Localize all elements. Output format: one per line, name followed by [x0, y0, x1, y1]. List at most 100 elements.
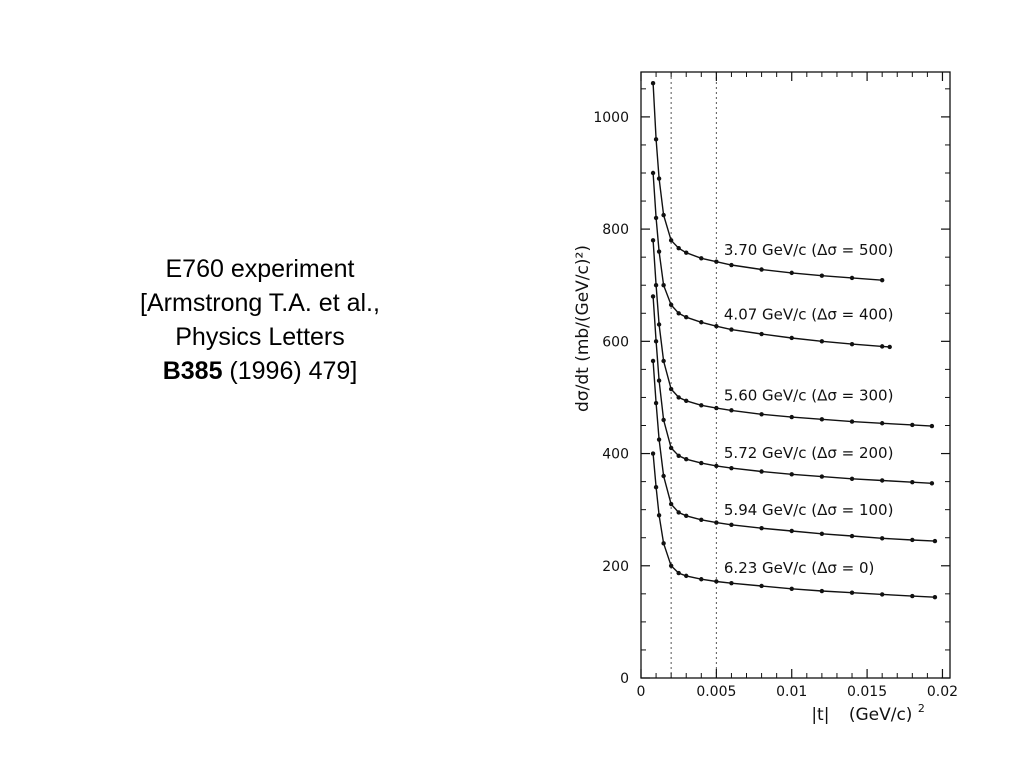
y-axis-label: dσ/dt (mb/(GeV/c)²) [573, 245, 593, 412]
data-point [653, 215, 659, 221]
data-point [759, 583, 764, 589]
data-point [714, 323, 719, 329]
x-tick-label: 0.015 [847, 684, 887, 700]
caption-journal: Physics Letters [175, 323, 345, 351]
data-point [819, 273, 825, 278]
data-point [879, 592, 885, 597]
data-point [759, 331, 764, 337]
series-label-3: 5.72 GeV/c (Δσ = 200) [724, 444, 894, 462]
data-point [656, 378, 662, 383]
data-point [729, 327, 734, 332]
data-point [676, 245, 681, 251]
data-point [714, 259, 719, 264]
data-point [656, 176, 662, 181]
data-point [661, 541, 666, 546]
data-point [789, 528, 794, 534]
data-point [699, 517, 704, 522]
x-tick-label: 0 [637, 684, 646, 700]
data-point [879, 536, 885, 541]
data-point [714, 463, 719, 469]
data-point [684, 456, 689, 462]
x-axis-label-main: |t| [811, 705, 829, 725]
data-point [789, 586, 794, 591]
data-point [668, 386, 674, 392]
data-point [668, 501, 674, 507]
data-point [932, 595, 938, 600]
data-point [879, 421, 885, 426]
data-point [910, 479, 915, 485]
data-point [668, 445, 674, 451]
series-labels: 3.70 GeV/c (Δσ = 500) 4.07 GeV/c (Δσ = 40… [724, 241, 894, 577]
data-point [819, 417, 825, 422]
data-point [849, 533, 855, 539]
data-point [684, 250, 689, 255]
data-point [650, 238, 656, 243]
data-point [849, 590, 855, 595]
y-tick-label: 400 [602, 447, 629, 463]
data-point [676, 311, 681, 316]
data-point [661, 358, 666, 364]
data-point [819, 339, 825, 344]
data-point [932, 538, 938, 544]
data-point [661, 283, 666, 288]
data-point [910, 593, 915, 599]
caption-volume: B385 [162, 357, 223, 385]
data-point [819, 588, 825, 594]
x-axis-label-unit: (GeV/c) [849, 705, 913, 725]
series-label-1: 4.07 GeV/c (Δσ = 400) [724, 306, 894, 324]
data-point [650, 81, 656, 86]
data-point [849, 341, 855, 347]
data-point [653, 400, 659, 406]
data-point [849, 419, 855, 424]
data-point [789, 414, 794, 420]
data-point [676, 510, 681, 515]
data-point [789, 270, 794, 276]
data-point [759, 267, 764, 272]
data-point [714, 405, 719, 411]
data-point [676, 453, 681, 458]
data-point [729, 522, 734, 528]
data-point [879, 277, 885, 283]
data-point [699, 403, 704, 408]
series-label-5: 6.23 GeV/c (Δσ = 0) [724, 559, 874, 577]
data-point [759, 412, 764, 417]
data-point [849, 476, 855, 482]
data-point [714, 579, 719, 584]
data-point [676, 395, 681, 400]
data-point [653, 485, 659, 490]
data-point [789, 335, 794, 341]
x-tick-label: 0.01 [776, 684, 807, 700]
data-point [929, 481, 935, 486]
x-tick-label: 0.005 [696, 684, 736, 700]
data-point [661, 473, 666, 479]
data-point [653, 137, 659, 142]
data-point [910, 537, 915, 543]
y-tick-label: 200 [602, 559, 629, 575]
data-point [699, 460, 704, 466]
data-point [729, 465, 734, 471]
series-group [650, 81, 938, 600]
data-point [879, 344, 885, 349]
data-point [650, 451, 656, 456]
data-point [653, 339, 659, 344]
data-point [684, 573, 689, 579]
data-point [661, 417, 666, 423]
reference-lines [670, 72, 717, 678]
caption-year-page: (1996) 479] [222, 357, 358, 385]
data-point [910, 422, 915, 428]
x-axis-label-unit-sup: 2 [918, 702, 925, 715]
data-point [661, 212, 666, 218]
data-point [759, 469, 764, 474]
data-point [668, 238, 674, 243]
caption-reference: B385 (1996) 479] [80, 354, 440, 388]
series-line-1 [652, 172, 890, 348]
series-label-0: 3.70 GeV/c (Δσ = 500) [724, 241, 894, 259]
series-label-4: 5.94 GeV/c (Δσ = 100) [724, 501, 894, 519]
data-point [656, 249, 662, 254]
data-point [650, 358, 656, 364]
x-tick-label: 0.02 [927, 684, 958, 700]
data-point [819, 474, 825, 479]
data-point [879, 478, 885, 483]
plot-frame [640, 71, 951, 679]
